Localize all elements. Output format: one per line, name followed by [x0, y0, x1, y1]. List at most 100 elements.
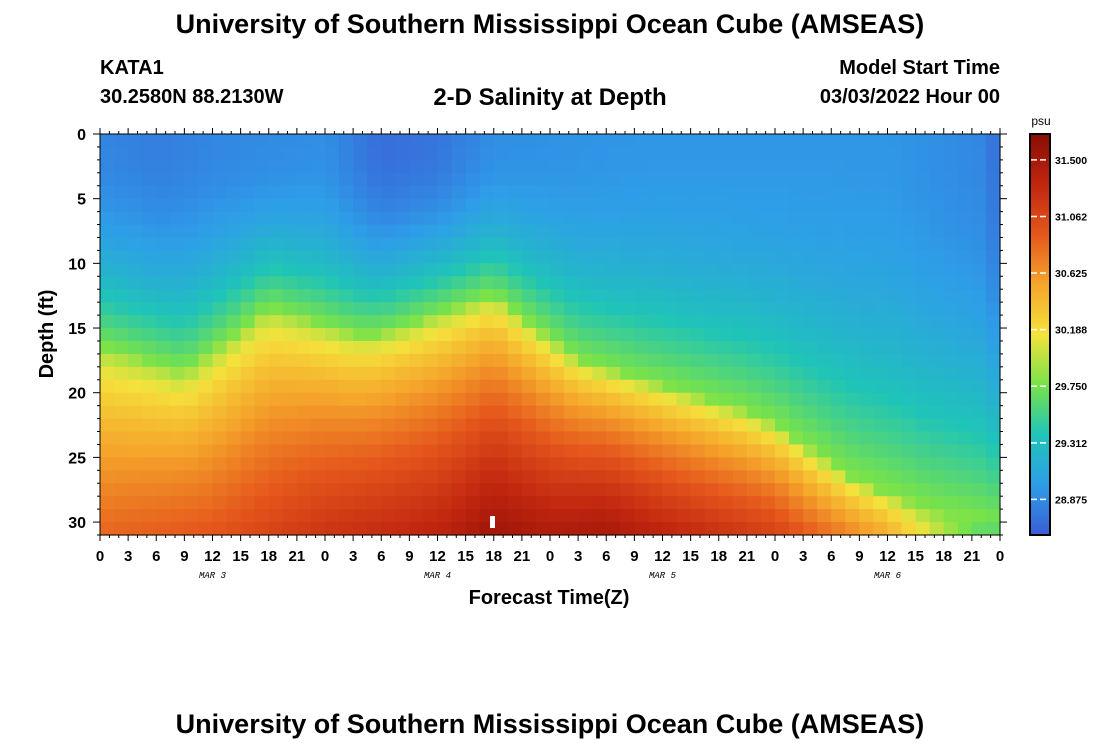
heatmap-cell: [367, 250, 382, 264]
heatmap-cell: [831, 276, 846, 290]
heatmap-cell: [831, 457, 846, 471]
heatmap-cell: [198, 172, 214, 187]
heatmap-cell: [648, 185, 664, 200]
heatmap-cell: [409, 496, 425, 510]
heatmap-cell: [676, 509, 692, 523]
x-tick-label: 18: [935, 548, 952, 565]
heatmap-cell: [859, 340, 875, 355]
heatmap-cell: [564, 457, 579, 471]
heatmap-cell: [550, 134, 565, 148]
heatmap-cell: [100, 379, 115, 394]
colorbar-tick-label: 29.312: [1055, 438, 1087, 450]
heatmap-cell: [901, 405, 917, 420]
heatmap-cell: [296, 353, 312, 368]
heatmap-cell: [100, 522, 115, 536]
heatmap-cell: [564, 224, 579, 239]
heatmap-cell: [353, 315, 368, 329]
heatmap-cell: [831, 185, 846, 200]
heatmap-cell: [128, 289, 143, 303]
heatmap-cell: [381, 172, 396, 187]
heatmap-cell: [803, 405, 818, 420]
heatmap-cell: [381, 289, 396, 303]
heatmap-cell: [437, 250, 453, 264]
heatmap-cell: [789, 418, 804, 433]
heatmap-cell: [521, 198, 537, 213]
heatmap-cell: [296, 496, 312, 510]
heatmap-cell: [184, 302, 200, 316]
heatmap-cell: [634, 509, 650, 523]
heatmap-cell: [535, 457, 551, 471]
heatmap-cell: [957, 198, 973, 213]
heatmap-cell: [226, 159, 242, 174]
heatmap-cell: [775, 172, 790, 187]
heatmap-cell: [859, 470, 875, 484]
heatmap-cell: [775, 224, 790, 239]
heatmap-cell: [535, 522, 551, 536]
heatmap-cell: [142, 263, 157, 277]
heatmap-cell: [100, 353, 115, 368]
heatmap-cell: [929, 146, 945, 161]
heatmap-cell: [114, 522, 129, 536]
heatmap-cell: [606, 172, 621, 187]
heatmap-cell: [592, 340, 607, 355]
heatmap-cell: [339, 237, 354, 252]
heatmap-cell: [521, 483, 537, 497]
heatmap-cell: [845, 134, 860, 148]
heatmap-cell: [128, 276, 143, 290]
heatmap-cell: [929, 418, 945, 433]
heatmap-cell: [423, 431, 439, 446]
heatmap-cell: [550, 289, 565, 303]
heatmap-cell: [887, 224, 903, 239]
heatmap-cell: [957, 392, 973, 407]
heatmap-cell: [325, 224, 340, 239]
heatmap-cell: [971, 263, 987, 277]
heatmap-cell: [971, 172, 987, 187]
heatmap-cell: [240, 340, 256, 355]
heatmap-cell: [170, 172, 185, 187]
heatmap-cell: [521, 522, 537, 536]
heatmap-cell: [507, 134, 523, 148]
heatmap-cell: [198, 483, 214, 497]
heatmap-cell: [887, 405, 903, 420]
heatmap-cell: [212, 276, 228, 290]
heatmap-cell: [718, 379, 734, 394]
heatmap-cell: [732, 470, 748, 484]
heatmap-cell: [943, 185, 959, 200]
heatmap-cell: [732, 431, 748, 446]
heatmap-cell: [282, 302, 298, 316]
heatmap-cell: [915, 366, 931, 381]
heatmap-cell: [240, 276, 256, 290]
heatmap-cell: [704, 457, 720, 471]
heatmap-cell: [971, 457, 987, 471]
heatmap-cell: [831, 340, 846, 355]
heatmap-cell: [395, 224, 410, 239]
heatmap-cell: [325, 431, 340, 446]
heatmap-cell: [564, 185, 579, 200]
heatmap-cell: [606, 276, 621, 290]
heatmap-cell: [634, 328, 650, 342]
heatmap-cell: [760, 250, 776, 264]
heatmap-cell: [648, 276, 664, 290]
heatmap-cell: [128, 470, 143, 484]
heatmap-cell: [789, 198, 804, 213]
heatmap-cell: [887, 483, 903, 497]
heatmap-cell: [114, 263, 129, 277]
heatmap-cell: [718, 457, 734, 471]
heatmap-cell: [676, 328, 692, 342]
heatmap-cell: [662, 379, 678, 394]
heatmap-cell: [985, 302, 1001, 316]
heatmap-cell: [803, 211, 818, 226]
heatmap-cell: [760, 457, 776, 471]
heatmap-cell: [296, 379, 312, 394]
heatmap-cell: [550, 483, 565, 497]
heatmap-cell: [845, 237, 860, 252]
heatmap-cell: [409, 522, 425, 536]
heatmap-cell: [676, 302, 692, 316]
heatmap-cell: [156, 522, 171, 536]
heatmap-cell: [409, 315, 425, 329]
heatmap-cell: [142, 431, 157, 446]
heatmap-cell: [198, 431, 214, 446]
heatmap-cell: [268, 483, 284, 497]
heatmap-cell: [423, 353, 439, 368]
heatmap-cell: [887, 159, 903, 174]
